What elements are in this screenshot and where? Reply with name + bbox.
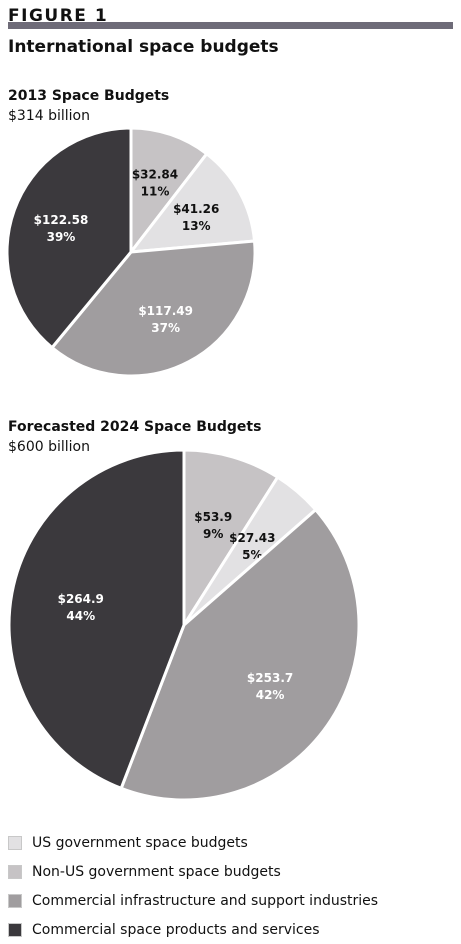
slice-percent-label: 37% <box>151 321 180 335</box>
pie-slice-1-2 <box>119 507 361 802</box>
slice-value-label: $53.9 <box>194 510 232 524</box>
slice-value-label: $264.9 <box>58 592 104 606</box>
legend-item-commercial-infrastructure: Commercial infrastructure and support in… <box>8 886 378 915</box>
pie-slice-0-3 <box>5 126 133 350</box>
legend-label: US government space budgets <box>32 834 248 851</box>
chart-subtitle-2013: $314 billion <box>8 108 90 124</box>
slice-percent-label: 13% <box>182 219 211 233</box>
legend: US government space budgets Non-US gover… <box>8 828 378 944</box>
slice-percent-label: 42% <box>256 688 285 702</box>
figure-title: International space budgets <box>8 37 279 57</box>
pie-slice-0-0 <box>129 126 209 257</box>
legend-label: Non-US government space budgets <box>32 863 281 880</box>
slice-percent-label: 39% <box>47 230 76 244</box>
legend-label: Commercial infrastructure and support in… <box>32 892 379 909</box>
legend-item-non-us-government: Non-US government space budgets <box>8 857 378 886</box>
slice-percent-label: 44% <box>66 609 95 623</box>
slice-value-label: $122.58 <box>34 213 89 227</box>
figure-label: FIGURE 1 <box>8 6 109 26</box>
pie-slice-1-3 <box>7 448 186 791</box>
legend-swatch <box>8 835 22 850</box>
pie-slice-0-1 <box>127 151 257 254</box>
slice-percent-label: 5% <box>242 548 262 562</box>
pie-slice-1-0 <box>182 448 280 631</box>
slice-percent-label: 11% <box>141 185 170 199</box>
slice-value-label: $117.49 <box>138 304 193 318</box>
slice-value-label: $253.7 <box>247 671 293 685</box>
legend-label: Commercial space products and services <box>32 921 320 938</box>
slice-value-label: $32.84 <box>132 168 178 182</box>
legend-swatch <box>8 893 22 908</box>
legend-item-us-government: US government space budgets <box>8 828 378 857</box>
slice-percent-label: 9% <box>203 527 223 541</box>
chart-subtitle-2024: $600 billion <box>8 439 90 455</box>
figure-rule <box>8 22 453 29</box>
slice-value-label: $27.43 <box>229 531 275 545</box>
slice-value-label: $41.26 <box>173 202 219 216</box>
legend-item-commercial-products: Commercial space products and services <box>8 915 378 944</box>
pie-slice-0-2 <box>49 239 257 378</box>
legend-swatch <box>8 864 22 879</box>
chart-title-2013: 2013 Space Budgets <box>8 88 170 104</box>
legend-swatch <box>8 922 22 937</box>
chart-title-2024: Forecasted 2024 Space Budgets <box>8 419 262 435</box>
